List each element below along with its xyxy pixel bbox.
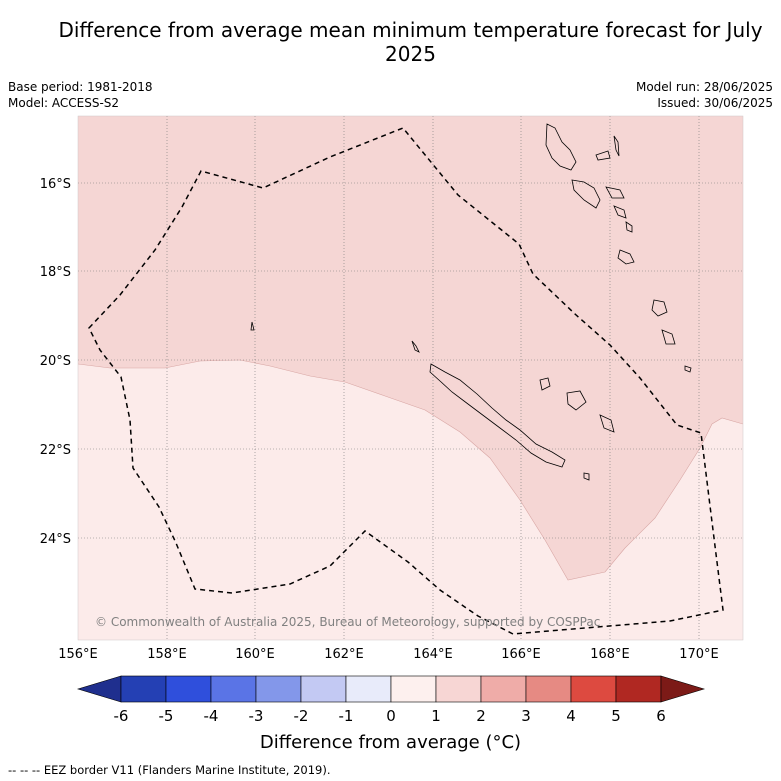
colorbar-swatch [480, 675, 527, 703]
y-tick-label: 24°S [40, 532, 71, 547]
colorbar: -6 -5 -4 -3 -2 -1 0 1 2 3 4 5 6 [76, 675, 706, 725]
colorbar-swatch [255, 675, 302, 703]
contour-line [78, 359, 743, 581]
footnote: -- -- -- EEZ border V11 (Flanders Marine… [8, 763, 331, 777]
colorbar-tick-label: -1 [339, 707, 354, 725]
issued-text: Issued: 30/06/2025 [657, 96, 773, 110]
map-frame [77, 115, 744, 641]
colorbar-swatch [210, 675, 257, 703]
y-tick-label: 16°S [40, 177, 71, 192]
colorbar-swatch [525, 675, 572, 703]
colorbar-tick-label: -5 [159, 707, 174, 725]
colorbar-swatch [165, 675, 212, 703]
x-tick-label: 164°E [413, 647, 453, 662]
colorbar-swatch [300, 675, 347, 703]
new-caledonia-coast [429, 363, 566, 468]
vanuatu-coast [545, 123, 577, 171]
colorbar-tick-label: -3 [249, 707, 264, 725]
colorbar-tick-label: 5 [611, 707, 621, 725]
colorbar-tick-label: -6 [114, 707, 129, 725]
colorbar-tick-label: -2 [294, 707, 309, 725]
x-tick-label: 162°E [324, 647, 364, 662]
y-tick-label: 18°S [40, 265, 71, 280]
base-period-text: Base period: 1981-2018 [8, 80, 153, 94]
x-tick-label: 168°E [590, 647, 630, 662]
model-text: Model: ACCESS-S2 [8, 96, 120, 110]
colorbar-tick-label: 6 [656, 707, 666, 725]
x-tick-label: 170°E [679, 647, 719, 662]
colorbar-tick-label: 3 [521, 707, 531, 725]
colorbar-tick-label: 2 [476, 707, 486, 725]
header-right: Model run: 28/06/2025 Issued: 30/06/2025 [636, 79, 773, 111]
y-axis-labels: 16°S 18°S 20°S 22°S 24°S [40, 177, 71, 547]
model-run-text: Model run: 28/06/2025 [635, 80, 773, 94]
colorbar-swatch [435, 675, 482, 703]
colorbar-tick-label: 0 [386, 707, 396, 725]
eez-border [88, 127, 724, 635]
colorbar-extend-low [76, 675, 122, 703]
colorbar-tick-label: 4 [566, 707, 576, 725]
colorbar-swatch [615, 675, 662, 703]
map-area: © Commonwealth of Australia 2025, Bureau… [78, 116, 743, 640]
x-axis-labels: 156°E 158°E 160°E 162°E 164°E 166°E 168°… [58, 647, 719, 662]
x-tick-label: 158°E [147, 647, 187, 662]
page-title: Difference from average mean minimum tem… [58, 18, 763, 66]
colorbar-tick-label: -4 [204, 707, 219, 725]
gridlines [78, 116, 743, 640]
colorbar-swatch [390, 675, 437, 703]
y-tick-label: 22°S [40, 443, 71, 458]
header-left: Base period: 1981-2018 Model: ACCESS-S2 [8, 79, 153, 111]
y-tick-label: 20°S [40, 354, 71, 369]
colorbar-swatch [345, 675, 392, 703]
coastlines [250, 123, 692, 481]
colorbar-tick-label: 1 [431, 707, 441, 725]
colorbar-extend-high [660, 675, 706, 703]
copyright-text: © Commonwealth of Australia 2025, Bureau… [95, 615, 600, 629]
anomaly-band-0-1 [78, 360, 743, 640]
x-tick-label: 160°E [235, 647, 275, 662]
colorbar-swatch [570, 675, 617, 703]
colorbar-swatch [120, 675, 167, 703]
x-tick-label: 156°E [58, 647, 98, 662]
colorbar-title: Difference from average (°C) [259, 732, 522, 753]
x-tick-label: 166°E [501, 647, 541, 662]
